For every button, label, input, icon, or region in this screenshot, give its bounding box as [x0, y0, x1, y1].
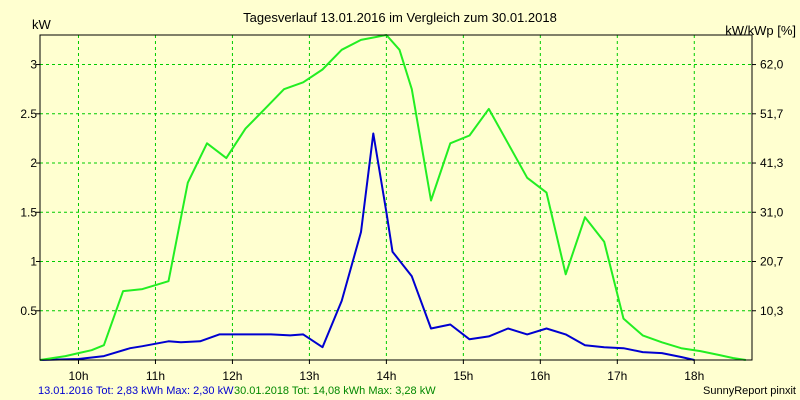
x-tick-label: 14h: [376, 369, 396, 383]
x-tick-label: 17h: [607, 369, 627, 383]
plot-frame: [39, 34, 753, 361]
x-tick-label: 16h: [530, 369, 550, 383]
x-tick-label: 18h: [684, 369, 704, 383]
series-line-2018: [39, 34, 746, 361]
y-tick-label-left: 2: [30, 156, 37, 170]
y-tick-label-left: 1: [30, 255, 37, 269]
chart-title: Tagesverlauf 13.01.2016 im Vergleich zum…: [243, 10, 557, 25]
series-layer: [39, 34, 746, 361]
x-tick-label: 13h: [299, 369, 319, 383]
y-tick-label-left: 1.5: [20, 205, 37, 219]
y-axis-right-label: kW/kWp [%]: [725, 23, 796, 38]
y-tick-label-right: 51,7: [760, 107, 784, 121]
legend-entry-2018: 30.01.2018 Tot: 14,08 kWh Max: 3,28 kW: [234, 385, 436, 397]
credit-text: SunnyReport pinxit: [703, 385, 796, 397]
y-tick-label-right: 31,0: [760, 205, 784, 219]
x-tick-label: 12h: [222, 369, 242, 383]
tick-layer: 10h 11h 12h 13h 14h 15h 16h 17h 18h0.511.522.531…: [20, 58, 783, 383]
y-tick-label-right: 10,3: [760, 304, 784, 318]
y-tick-label-right: 62,0: [760, 58, 784, 72]
x-tick-label: 10h: [68, 369, 88, 383]
y-tick-label-left: 0.5: [20, 304, 37, 318]
y-axis-left-label: kW: [32, 17, 52, 32]
y-tick-label-right: 41,3: [760, 156, 784, 170]
y-tick-label-left: 2.5: [20, 107, 37, 121]
x-tick-label: 11h: [146, 369, 165, 383]
grid-layer: [40, 35, 752, 360]
y-tick-label-right: 20,7: [760, 255, 784, 269]
y-tick-label-left: 3: [30, 58, 37, 72]
series-line-2016: [39, 132, 695, 361]
x-tick-label: 15h: [453, 369, 473, 383]
legend-entry-2016: 13.01.2016 Tot: 2,83 kWh Max: 2,30 kW: [38, 385, 234, 397]
